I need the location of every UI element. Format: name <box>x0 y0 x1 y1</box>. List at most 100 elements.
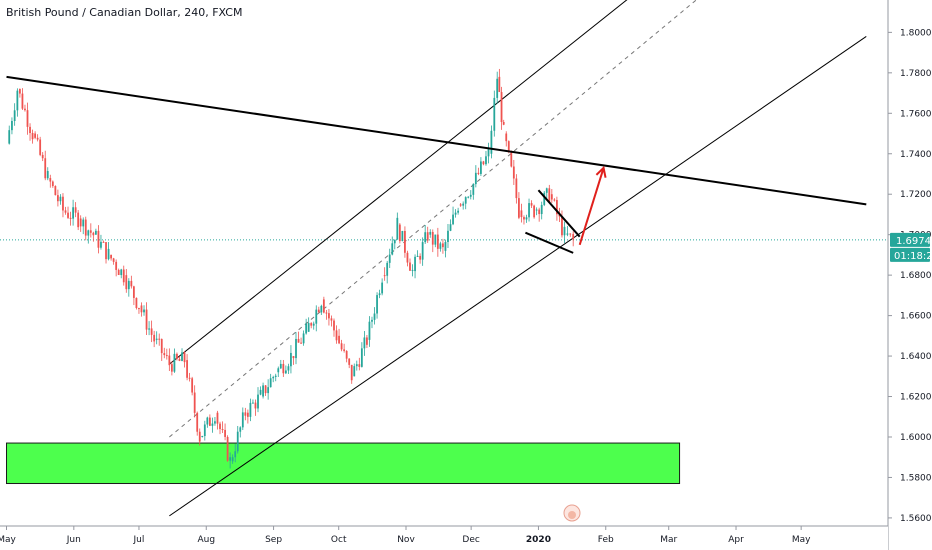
candle-body <box>378 293 381 296</box>
candle-body <box>330 318 333 321</box>
candle-body <box>411 269 414 271</box>
candle-body <box>8 130 11 144</box>
candle-body <box>368 321 371 340</box>
candle-body <box>335 330 338 341</box>
candle-body <box>302 333 305 344</box>
candle-body <box>117 269 120 276</box>
candle-body <box>498 76 501 93</box>
candle-body <box>414 256 416 272</box>
candle-body <box>135 297 138 309</box>
price-tick-label: 1.60000 <box>900 433 932 443</box>
candle-body <box>290 352 292 367</box>
candle-body <box>24 108 26 111</box>
candle-body <box>163 353 166 356</box>
candle-body <box>482 161 485 165</box>
candle-body <box>454 212 457 215</box>
candle-body <box>252 402 254 404</box>
candle-body <box>540 204 543 215</box>
candle-body <box>284 370 287 374</box>
candle-body <box>241 412 244 428</box>
wedge-upper-line <box>537 189 581 238</box>
candle-body <box>572 234 575 240</box>
candle-body <box>54 186 57 196</box>
time-tick-label: Jun <box>66 535 81 545</box>
candle-body <box>234 451 237 458</box>
candle-body <box>490 130 493 154</box>
candle-body <box>29 126 31 134</box>
candle-body <box>214 421 216 424</box>
candle-body <box>39 139 42 155</box>
candle-body <box>208 417 211 426</box>
candle-body <box>376 295 378 314</box>
candle-body <box>181 352 183 361</box>
time-tick-label: Apr <box>728 535 744 545</box>
candle-body <box>467 196 470 198</box>
candle-body <box>203 424 206 437</box>
candle-body <box>421 242 424 260</box>
candle-body <box>566 233 569 235</box>
candle-body <box>328 313 330 319</box>
candle-body <box>46 171 49 179</box>
candle-body <box>464 197 467 204</box>
candle-body <box>363 337 366 349</box>
candle-body <box>305 323 308 334</box>
candle-body <box>383 275 386 277</box>
bar-countdown-label: 01:18:27 <box>894 251 932 262</box>
candle-body <box>525 217 528 220</box>
candle-body <box>92 232 95 236</box>
candle-body <box>216 412 219 424</box>
candle-body <box>340 343 343 350</box>
time-axis[interactable]: May Jun Jul Aug Sep Oct Nov Dec 2020 Feb Mar Apr May <box>0 525 888 550</box>
candle-body <box>59 196 62 202</box>
candle-body <box>115 261 118 270</box>
price-tick-label: 1.62000 <box>900 393 932 403</box>
time-tick-label: Jul <box>133 535 145 545</box>
candle-body <box>550 194 553 200</box>
trend-drawings <box>6 75 867 254</box>
candle-body <box>191 378 194 393</box>
candle-body <box>493 97 496 131</box>
candle-body <box>520 210 523 218</box>
candle-body <box>274 375 277 377</box>
projection-arrow-shaft <box>578 167 605 246</box>
candle-body <box>409 262 411 271</box>
candle-body <box>353 366 356 377</box>
channel-upper-line <box>169 0 628 365</box>
candle-body <box>480 161 482 174</box>
descending-trendline <box>6 75 867 206</box>
candle-body <box>523 217 525 220</box>
candle-body <box>186 360 188 378</box>
wedge-lower-line <box>525 231 574 254</box>
price-tick-label: 1.66000 <box>900 312 932 322</box>
candle-body <box>188 377 191 379</box>
candle-body <box>122 269 125 283</box>
candle-body <box>51 181 54 187</box>
candle-body <box>444 241 447 251</box>
support-zone-rect <box>6 442 681 485</box>
candle-body <box>97 230 100 248</box>
candle-body <box>36 137 39 140</box>
candle-body <box>310 323 313 326</box>
candle-body <box>79 218 82 227</box>
projection-arrow-head <box>595 165 607 178</box>
candle-body <box>77 212 80 228</box>
candle-body <box>249 402 252 417</box>
candle-body <box>100 241 102 248</box>
time-tick-label: May <box>0 535 16 545</box>
candle-body <box>393 239 396 244</box>
price-axis[interactable]: 1.800001.780001.760001.740001.720001.700… <box>887 0 932 550</box>
candle-body <box>462 203 465 206</box>
candle-body <box>49 178 52 182</box>
candle-body <box>196 412 199 432</box>
candle-body <box>515 178 518 199</box>
candle-body <box>348 358 351 365</box>
candle-body <box>69 217 72 219</box>
candle-body <box>259 389 262 395</box>
candle-body <box>224 429 226 437</box>
candle-body <box>165 355 168 357</box>
candle-body <box>300 342 302 344</box>
candle-body <box>19 89 21 94</box>
candle-body <box>518 198 520 218</box>
candle-body <box>272 376 275 379</box>
